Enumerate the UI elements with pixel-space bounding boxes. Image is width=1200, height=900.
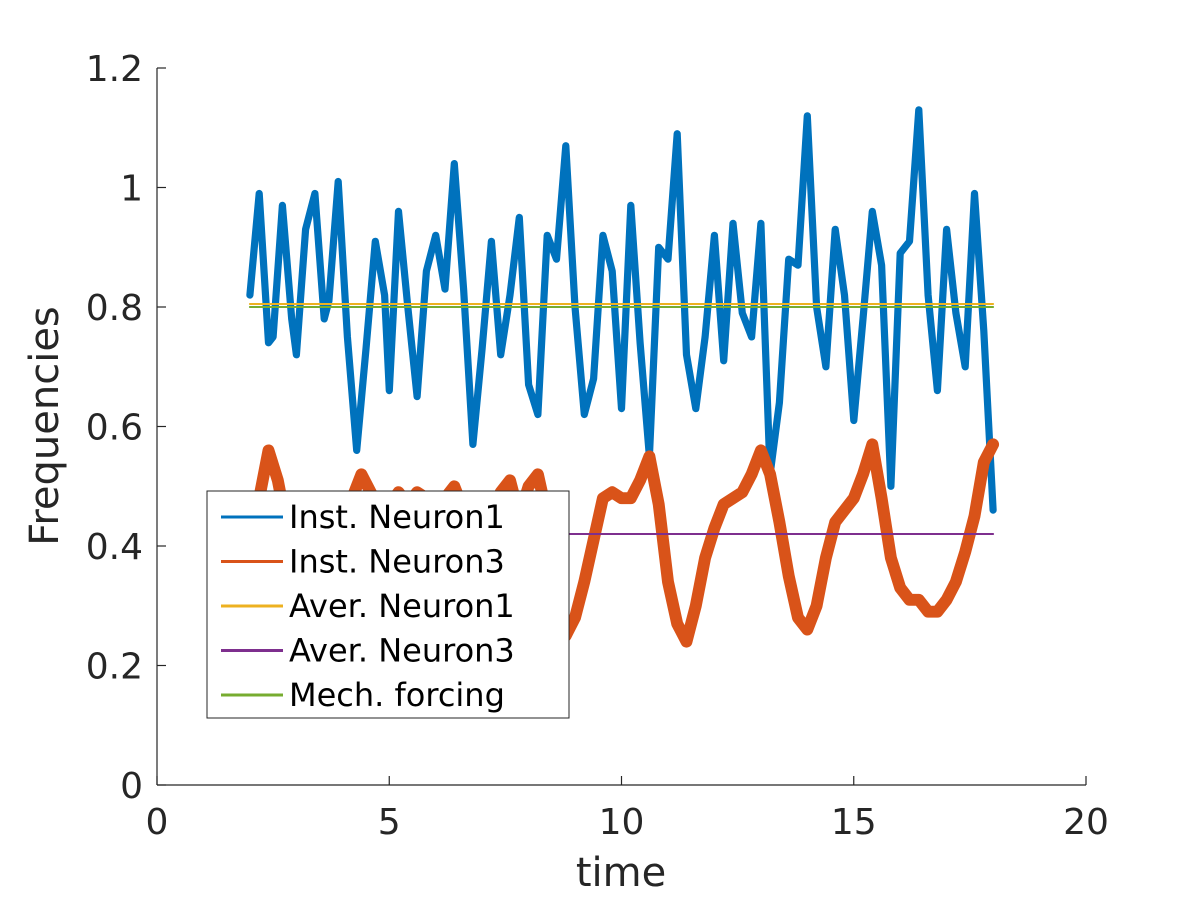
x-tick-label: 20 bbox=[1063, 802, 1109, 843]
legend-label: Aver. Neuron1 bbox=[289, 587, 515, 625]
legend-items: Inst. Neuron1 Inst. Neuron3 Aver. Neuron1 A… bbox=[221, 498, 515, 714]
legend-item-mech-forcing: Mech. forcing bbox=[221, 676, 505, 714]
y-tick-label: 0.6 bbox=[86, 408, 143, 449]
x-axis-title: time bbox=[576, 850, 666, 896]
legend-label: Aver. Neuron3 bbox=[289, 632, 515, 670]
axes-layer: 0 5 10 15 20 0 0.2 0.4 0.6 0.8 1 1.2 bbox=[86, 49, 1109, 843]
legend-item-inst-neuron1: Inst. Neuron1 bbox=[221, 498, 505, 536]
y-tick-label: 0.8 bbox=[86, 288, 143, 329]
x-tick-label: 0 bbox=[146, 802, 169, 843]
y-tick-label: 0 bbox=[120, 766, 143, 807]
legend-label: Mech. forcing bbox=[289, 676, 505, 714]
legend-label: Inst. Neuron3 bbox=[289, 543, 505, 581]
series-line bbox=[246, 106, 997, 514]
x-tick-label: 10 bbox=[599, 802, 645, 843]
series-inst-neuron1 bbox=[246, 106, 997, 514]
y-tick-label: 1.2 bbox=[86, 49, 143, 90]
legend-item-aver-neuron3: Aver. Neuron3 bbox=[221, 632, 515, 670]
legend-item-inst-neuron3: Inst. Neuron3 bbox=[221, 543, 505, 581]
y-tick-label: 0.2 bbox=[86, 647, 143, 688]
y-tick-label: 0.4 bbox=[86, 527, 143, 568]
y-axis-title: Frequencies bbox=[22, 306, 68, 546]
y-tick-label: 1 bbox=[120, 169, 143, 210]
legend-item-aver-neuron1: Aver. Neuron1 bbox=[221, 587, 515, 625]
x-tick-label: 15 bbox=[831, 802, 877, 843]
legend-label: Inst. Neuron1 bbox=[289, 498, 505, 536]
x-tick-label: 5 bbox=[378, 802, 401, 843]
legend: Inst. Neuron1 Inst. Neuron3 Aver. Neuron1 A… bbox=[206, 490, 570, 719]
